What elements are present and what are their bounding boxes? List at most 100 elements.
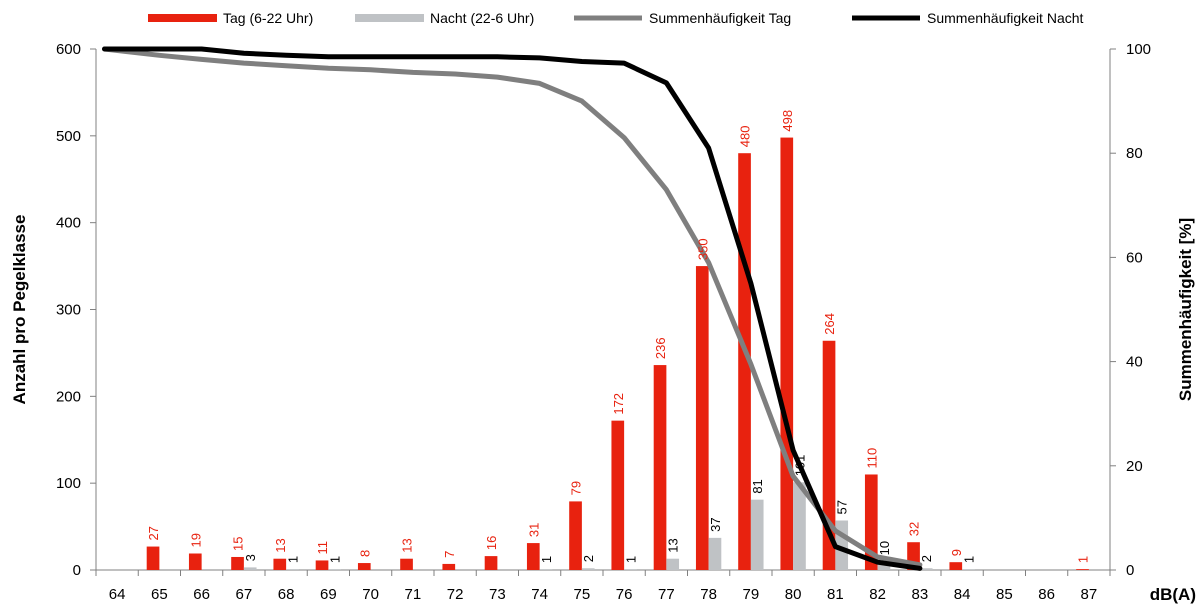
data-label: 498 [780,110,795,132]
data-label: 350 [695,238,710,260]
x-tick-label: 70 [362,586,379,603]
bar [695,266,709,570]
x-tick-label: 74 [531,586,548,603]
series-line [102,46,923,571]
x-tick-label: 82 [869,586,886,603]
bar [780,137,794,570]
bar [273,558,287,570]
x-tick-label: 76 [616,586,633,603]
bar [539,569,553,570]
data-label: 236 [653,337,668,359]
y-left-tick-label: 300 [56,302,81,319]
data-label: 9 [949,549,964,556]
x-tick-label: 68 [278,586,295,603]
data-label: 16 [484,536,499,550]
data-label: 1 [1076,556,1091,563]
legend-swatch [355,14,424,22]
data-label: 1 [623,556,638,563]
bar [315,560,329,570]
bar [328,569,342,570]
bar [569,501,582,570]
legend: Tag (6-22 Uhr) Nacht (22-6 Uhr) Summenhäuf… [148,10,1084,26]
data-label: 32 [907,522,922,536]
data-label: 480 [738,125,753,147]
data-label: 15 [231,537,246,551]
bar [949,562,963,570]
bar [750,499,764,570]
y-right-tick-label: 60 [1126,249,1143,266]
data-label: 3 [243,554,258,561]
y-left-tick-label: 200 [56,388,81,405]
x-tick-label: 75 [574,586,591,603]
tick-labels: 0 100 200 300 400 500 600 0 20 40 60 80 100 64 65 66 67 6… [56,41,1151,603]
bar [793,482,806,570]
data-label: 110 [864,448,879,469]
x-tick-label: 84 [954,586,971,603]
y-right-tick-label: 40 [1126,354,1143,371]
bar [526,543,540,570]
y-axis-right-title: Summenhäufigkeit [%] [1176,218,1195,401]
y-right-tick-label: 20 [1126,458,1143,475]
legend-label: Summenhäufigkeit Tag [649,10,791,26]
x-tick-label: 87 [1081,586,1098,603]
x-tick-label: 65 [151,586,168,603]
x-tick-label: 83 [912,586,929,603]
bar [653,365,667,570]
x-tick-label: 79 [743,586,760,603]
data-label: 2 [581,555,596,562]
bar [243,567,257,570]
data-label: 1 [285,556,300,563]
bar [286,569,299,570]
y-axis-left-title: Anzahl pro Pegelklasse [10,215,29,405]
x-tick-label: 86 [1038,586,1055,603]
series-line [102,46,923,568]
y-right-tick-label: 100 [1126,41,1151,58]
bar [400,558,413,570]
x-tick-label: 80 [785,586,802,603]
bar [822,340,836,570]
data-label: 27 [146,526,161,540]
data-label: 10 [877,541,892,555]
data-label: 2 [919,555,934,562]
data-label: 1 [539,556,554,563]
bar [188,553,202,570]
bar [919,568,933,570]
x-tick-label: 69 [320,586,337,603]
data-label: 13 [666,538,681,552]
data-label: 13 [273,538,288,552]
legend-label: Nacht (22-6 Uhr) [430,10,534,26]
data-label: 19 [188,533,203,547]
bar [357,563,371,570]
bar [864,474,878,570]
legend-swatch [148,14,217,22]
x-tick-label: 64 [109,586,126,603]
data-label: 101 [792,455,807,477]
y-left-tick-label: 0 [73,562,81,579]
y-left-tick-label: 500 [56,128,81,145]
bars [146,137,1089,570]
data-labels: 27 19 15 13 11 813716317917223635048049826411… [146,110,1091,563]
y-left-tick-label: 100 [56,475,81,492]
data-label: 11 [315,541,330,555]
x-tick-label: 85 [996,586,1013,603]
x-axis-title: dB(A) [1150,585,1196,604]
x-tick-label: 81 [827,586,844,603]
bar [231,556,244,570]
data-label: 172 [611,393,626,415]
data-label: 1 [328,556,343,563]
data-label: 37 [708,517,723,531]
bar [962,569,975,570]
bar [666,558,680,570]
x-tick-label: 66 [193,586,210,603]
y-left-tick-label: 400 [56,215,81,232]
bar [484,556,498,570]
data-label: 1 [961,556,976,563]
data-label: 81 [750,479,765,493]
data-label: 8 [357,550,372,557]
bar [708,537,722,570]
data-label: 31 [526,523,541,537]
data-label: 57 [835,500,850,514]
legend-label: Tag (6-22 Uhr) [223,10,313,26]
bar [442,563,456,570]
axes [90,48,1116,576]
